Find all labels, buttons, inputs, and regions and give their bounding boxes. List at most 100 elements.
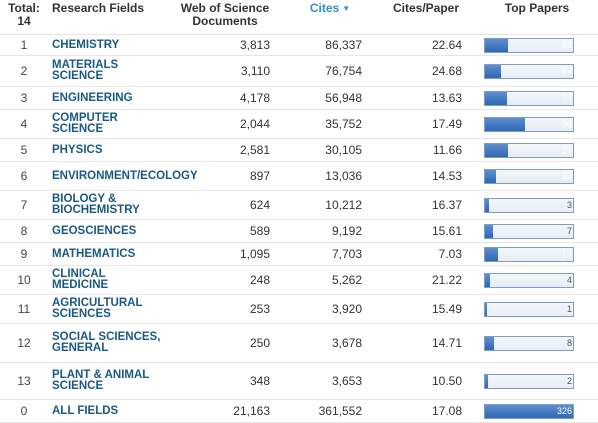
top-papers-bar[interactable]: 2 bbox=[484, 373, 574, 389]
sort-desc-icon: ▼ bbox=[342, 4, 351, 13]
cites-cell: 361,552 bbox=[284, 399, 376, 423]
documents-cell: 21,163 bbox=[166, 399, 284, 423]
cites-cell: 7,703 bbox=[284, 242, 376, 266]
top-papers-cell: 82 bbox=[476, 34, 598, 56]
field-link[interactable]: AGRICULTURAL SCIENCES bbox=[48, 294, 166, 324]
cites-per-paper-cell: 7.03 bbox=[376, 242, 476, 266]
top-papers-cell: 7 bbox=[476, 219, 598, 243]
field-link[interactable]: CHEMISTRY bbox=[48, 34, 166, 56]
top-papers-bar-fill bbox=[485, 374, 488, 388]
documents-cell: 2,581 bbox=[166, 138, 284, 162]
top-papers-cell: 4 bbox=[476, 265, 598, 295]
cites-per-paper-cell: 16.37 bbox=[376, 190, 476, 220]
cites-per-paper-cell: 14.53 bbox=[376, 161, 476, 191]
top-papers-value: 3 bbox=[566, 199, 572, 210]
top-papers-cell: 1 bbox=[476, 294, 598, 324]
field-link[interactable]: MATHEMATICS bbox=[48, 242, 166, 266]
top-papers-bar[interactable]: 7 bbox=[484, 223, 574, 239]
top-papers-bar-fill bbox=[485, 336, 494, 350]
top-papers-value: 2 bbox=[566, 375, 572, 386]
top-papers-bar[interactable]: 326 bbox=[484, 403, 574, 419]
top-papers-bar-fill bbox=[485, 38, 508, 52]
top-papers-bar[interactable]: 4 bbox=[484, 272, 574, 288]
top-papers-bar[interactable]: 12 bbox=[484, 246, 574, 262]
rank-cell: 2 bbox=[0, 55, 48, 87]
top-papers-value: 36 bbox=[561, 118, 572, 129]
field-link[interactable]: GEOSCIENCES bbox=[48, 219, 166, 243]
top-papers-bar[interactable]: 1 bbox=[484, 301, 574, 317]
top-papers-bar[interactable]: 53 bbox=[484, 63, 574, 79]
documents-cell: 248 bbox=[166, 265, 284, 295]
field-link[interactable]: PHYSICS bbox=[48, 138, 166, 162]
top-papers-bar[interactable]: 3 bbox=[484, 197, 574, 213]
top-papers-value: 53 bbox=[561, 65, 572, 76]
field-link[interactable]: COMPUTER SCIENCE bbox=[48, 109, 166, 139]
cites-per-paper-header[interactable]: Cites/Paper bbox=[376, 0, 476, 35]
top-papers-bar[interactable]: 10 bbox=[484, 168, 574, 184]
table-row: 1 CHEMISTRY 3,813 86,337 22.64 82 bbox=[0, 34, 598, 56]
cites-cell: 3,678 bbox=[284, 323, 376, 363]
rank-cell: 10 bbox=[0, 265, 48, 295]
documents-cell: 250 bbox=[166, 323, 284, 363]
top-papers-cell: 74 bbox=[476, 86, 598, 110]
documents-cell: 4,178 bbox=[166, 86, 284, 110]
top-papers-bar-fill bbox=[485, 117, 525, 131]
table-row: 12 SOCIAL SCIENCES, GENERAL 250 3,678 14.71 8 bbox=[0, 323, 598, 363]
table-row: 8 GEOSCIENCES 589 9,192 15.61 7 bbox=[0, 219, 598, 243]
cites-cell: 10,212 bbox=[284, 190, 376, 220]
rank-cell: 0 bbox=[0, 399, 48, 423]
top-papers-value: 21 bbox=[561, 144, 572, 155]
cites-per-paper-cell: 21.22 bbox=[376, 265, 476, 295]
wos-documents-header[interactable]: Web of Science Documents bbox=[166, 0, 284, 35]
cites-cell: 35,752 bbox=[284, 109, 376, 139]
field-link[interactable]: BIOLOGY & BIOCHEMISTRY bbox=[48, 190, 166, 220]
field-link[interactable]: MATERIALS SCIENCE bbox=[48, 55, 166, 87]
cites-per-paper-cell: 11.66 bbox=[376, 138, 476, 162]
documents-cell: 589 bbox=[166, 219, 284, 243]
cites-per-paper-cell: 13.63 bbox=[376, 86, 476, 110]
top-papers-bar[interactable]: 21 bbox=[484, 142, 574, 158]
top-papers-cell: 53 bbox=[476, 55, 598, 87]
top-papers-header[interactable]: Top Papers bbox=[476, 0, 598, 35]
table-row: 6 ENVIRONMENT/ECOLOGY 897 13,036 14.53 10 bbox=[0, 161, 598, 191]
top-papers-value: 1 bbox=[566, 303, 572, 314]
cites-cell: 30,105 bbox=[284, 138, 376, 162]
top-papers-bar[interactable]: 36 bbox=[484, 116, 574, 132]
field-link[interactable]: SOCIAL SCIENCES, GENERAL bbox=[48, 323, 166, 363]
field-link[interactable]: PLANT & ANIMAL SCIENCE bbox=[48, 362, 166, 400]
field-link[interactable]: ENVIRONMENT/ECOLOGY bbox=[48, 161, 198, 191]
top-papers-cell: 36 bbox=[476, 109, 598, 139]
cites-cell: 9,192 bbox=[284, 219, 376, 243]
cites-cell: 56,948 bbox=[284, 86, 376, 110]
top-papers-cell: 8 bbox=[476, 323, 598, 363]
rank-cell: 5 bbox=[0, 138, 48, 162]
cites-per-paper-cell: 24.68 bbox=[376, 55, 476, 87]
top-papers-bar-fill bbox=[485, 247, 499, 261]
top-papers-bar-fill bbox=[485, 404, 573, 418]
rank-cell: 3 bbox=[0, 86, 48, 110]
top-papers-bar-fill bbox=[485, 143, 508, 157]
documents-cell: 897 bbox=[166, 161, 284, 191]
top-papers-bar-fill bbox=[485, 273, 491, 287]
table-row: 2 MATERIALS SCIENCE 3,110 76,754 24.68 53 bbox=[0, 55, 598, 87]
top-papers-cell: 2 bbox=[476, 362, 598, 400]
rank-cell: 8 bbox=[0, 219, 48, 243]
rank-cell: 4 bbox=[0, 109, 48, 139]
documents-cell: 3,813 bbox=[166, 34, 284, 56]
research-fields-header[interactable]: Research Fields bbox=[48, 0, 166, 35]
table-row: 3 ENGINEERING 4,178 56,948 13.63 74 bbox=[0, 86, 598, 110]
top-papers-value: 7 bbox=[566, 225, 572, 236]
documents-cell: 1,095 bbox=[166, 242, 284, 266]
top-papers-bar[interactable]: 82 bbox=[484, 37, 574, 53]
rank-cell: 7 bbox=[0, 190, 48, 220]
cites-header[interactable]: Cites ▼ bbox=[284, 0, 376, 35]
top-papers-bar[interactable]: 8 bbox=[484, 335, 574, 351]
top-papers-value: 326 bbox=[556, 405, 572, 416]
top-papers-bar[interactable]: 74 bbox=[484, 90, 574, 106]
cites-cell: 76,754 bbox=[284, 55, 376, 87]
field-link[interactable]: ENGINEERING bbox=[48, 86, 166, 110]
documents-cell: 348 bbox=[166, 362, 284, 400]
cites-cell: 13,036 bbox=[284, 161, 376, 191]
field-link[interactable]: CLINICAL MEDICINE bbox=[48, 265, 166, 295]
field-link[interactable]: ALL FIELDS bbox=[48, 399, 166, 423]
